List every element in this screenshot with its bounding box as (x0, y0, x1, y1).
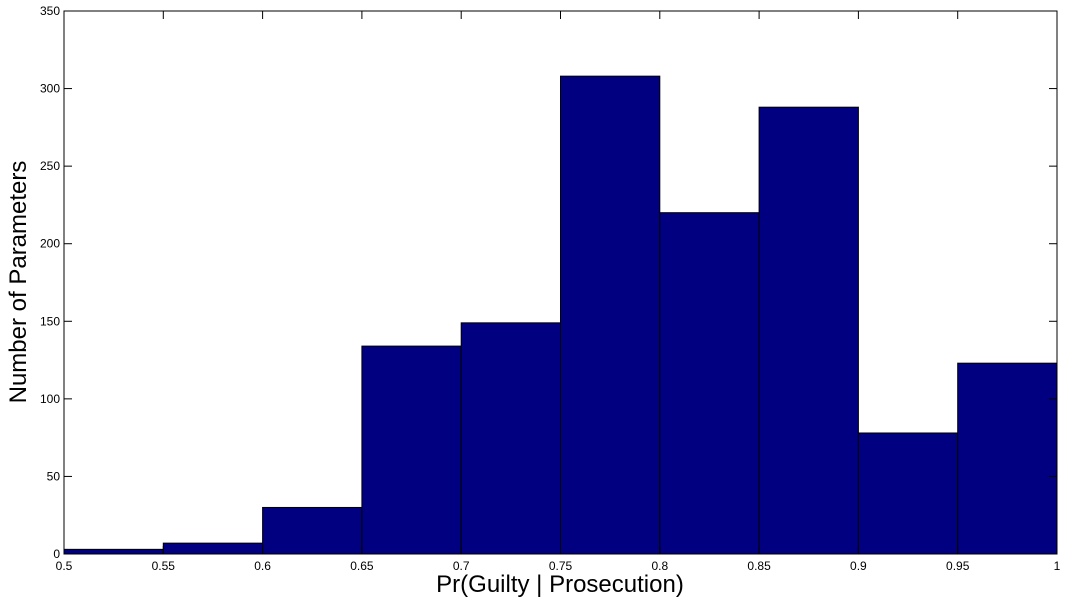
histogram-bar (759, 107, 858, 554)
histogram-bar (461, 323, 560, 554)
histogram-bar (561, 76, 660, 554)
histogram-bar (660, 213, 759, 554)
y-tick-label: 200 (40, 237, 60, 251)
y-axis-title: Number of Parameters (5, 161, 32, 404)
histogram-bar (858, 433, 957, 554)
x-tick-label: 0.55 (152, 559, 176, 573)
y-tick-labels: 0 50 100 150 200 250 300 350 (40, 4, 60, 561)
x-tick-label: 0.65 (350, 559, 374, 573)
histogram-bar (958, 363, 1057, 554)
x-tick-label: 0.5 (56, 559, 73, 573)
x-tick-label: 0.6 (254, 559, 271, 573)
histogram-bar (163, 543, 262, 554)
y-tick-label: 50 (47, 469, 61, 483)
y-tick-label: 350 (40, 4, 60, 18)
histogram-bar (64, 549, 163, 554)
x-tick-label: 0.95 (946, 559, 970, 573)
histogram-bar (263, 507, 362, 554)
y-tick-label: 100 (40, 392, 60, 406)
bars-group (64, 76, 1057, 554)
histogram-bar (362, 346, 461, 554)
x-tick-label: 0.9 (850, 559, 867, 573)
y-tick-label: 300 (40, 82, 60, 96)
y-tick-label: 250 (40, 159, 60, 173)
x-axis-title: Pr(Guilty | Prosecution) (436, 571, 684, 598)
x-tick-label: 1 (1054, 559, 1061, 573)
x-tick-label: 0.85 (747, 559, 771, 573)
y-tick-label: 0 (53, 547, 60, 561)
y-tick-label: 150 (40, 314, 60, 328)
